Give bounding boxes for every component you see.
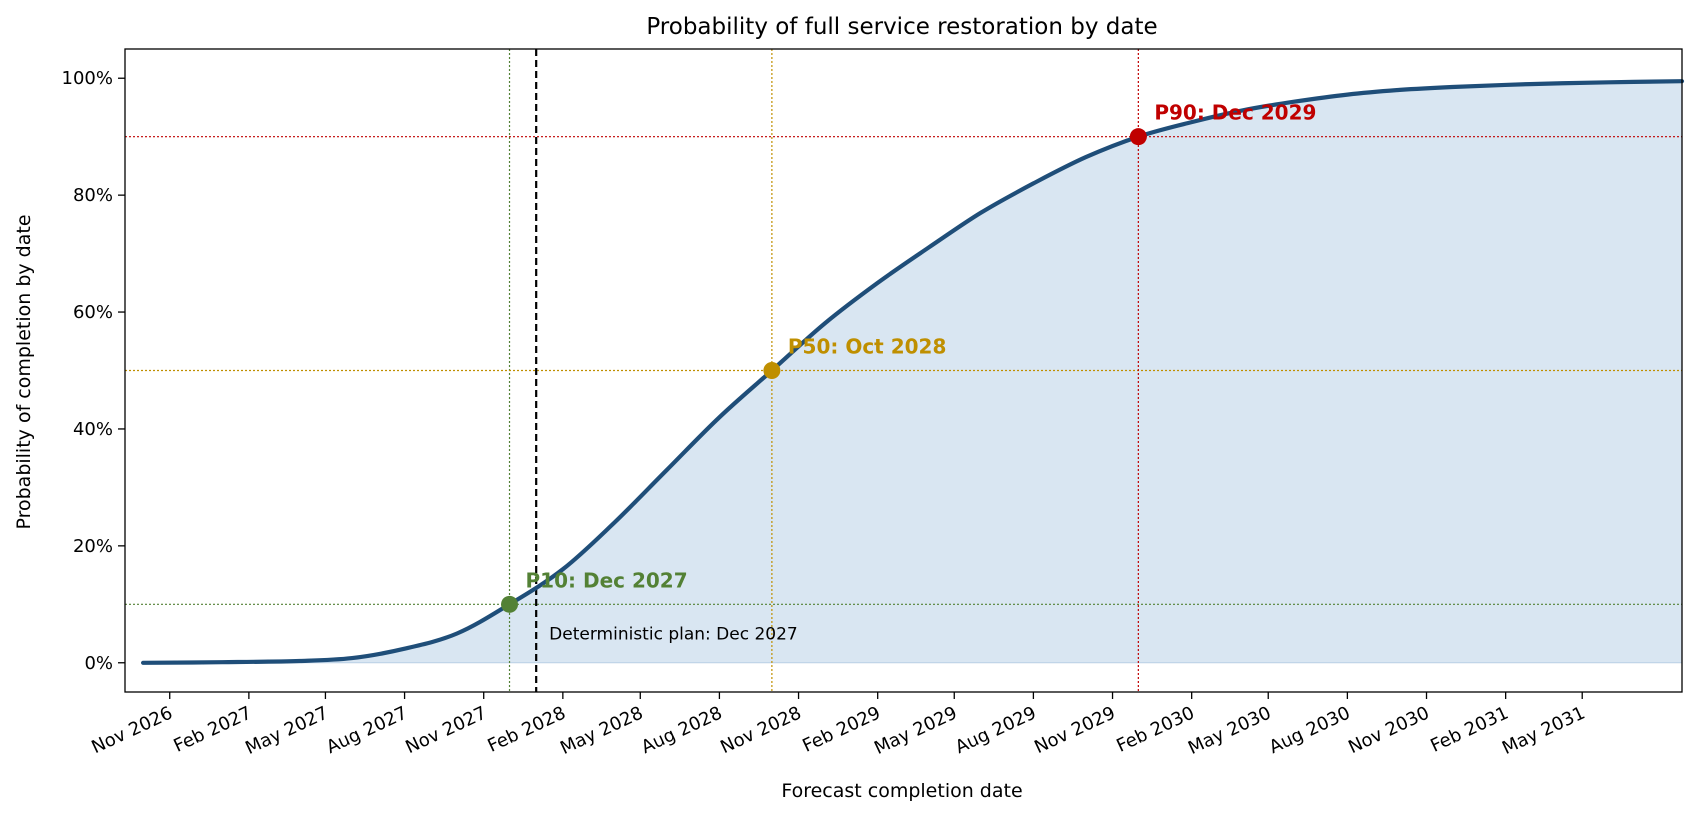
- milestone-label-0: P10: Dec 2027: [526, 568, 688, 592]
- x-tick-label-11: Aug 2029: [952, 702, 1039, 758]
- x-tick-label-18: May 2031: [1499, 702, 1588, 759]
- y-tick-label-1: 20%: [73, 536, 113, 557]
- y-tick-label-4: 80%: [73, 185, 113, 206]
- y-axis-ticks: 0% 20% 40% 60% 80% 100%: [62, 68, 125, 674]
- deterministic-plan-label: Deterministic plan: Dec 2027: [549, 625, 798, 645]
- y-axis-label: Probability of completion by date: [13, 214, 35, 529]
- x-tick-label-14: May 2030: [1185, 702, 1274, 759]
- x-tick-label-3: Aug 2027: [323, 702, 410, 758]
- x-tick-label-10: May 2029: [871, 702, 960, 759]
- x-tick-label-2: May 2027: [242, 702, 331, 759]
- probability-area: [143, 80, 1683, 664]
- plot-area: Deterministic plan: Dec 2027 P10: Dec 20…: [124, 48, 1685, 693]
- y-tick-label-2: 40%: [73, 419, 113, 440]
- milestone-layer: P10: Dec 2027 P50: Oct 2028 P90: Dec 2029: [501, 101, 1316, 613]
- curve-layer: [141, 79, 1685, 665]
- x-tick-label-15: Aug 2030: [1266, 702, 1353, 758]
- plot-frame: [124, 48, 1683, 693]
- x-tick-label-1: Feb 2027: [171, 702, 255, 756]
- chart-title: Probability of full service restoration …: [646, 14, 1157, 40]
- x-axis-label: Forecast completion date: [781, 780, 1022, 802]
- x-tick-label-0: Nov 2026: [88, 702, 175, 758]
- x-tick-label-16: Nov 2030: [1345, 702, 1432, 758]
- x-tick-label-9: Feb 2029: [799, 702, 883, 756]
- milestone-label-2: P90: Dec 2029: [1154, 101, 1316, 125]
- milestone-marker-0: [501, 595, 519, 613]
- milestone-marker-1: [763, 362, 781, 379]
- cdf-curve: [141, 79, 1685, 665]
- x-tick-label-6: May 2028: [557, 702, 646, 759]
- x-tick-label-7: Aug 2028: [638, 702, 725, 758]
- y-tick-label-0: 0%: [84, 653, 113, 674]
- x-tick-label-5: Feb 2028: [484, 702, 568, 756]
- y-tick-label-3: 60%: [73, 302, 113, 323]
- x-tick-label-17: Feb 2031: [1427, 702, 1511, 756]
- area-fill-layer: [143, 80, 1683, 664]
- x-tick-label-13: Feb 2030: [1113, 702, 1197, 756]
- x-tick-label-4: Nov 2027: [402, 702, 489, 758]
- y-tick-label-5: 100%: [62, 68, 113, 89]
- milestone-marker-2: [1129, 128, 1147, 146]
- x-tick-label-12: Nov 2029: [1031, 702, 1118, 758]
- x-tick-label-8: Nov 2028: [717, 702, 804, 758]
- milestone-label-1: P50: Oct 2028: [788, 335, 947, 359]
